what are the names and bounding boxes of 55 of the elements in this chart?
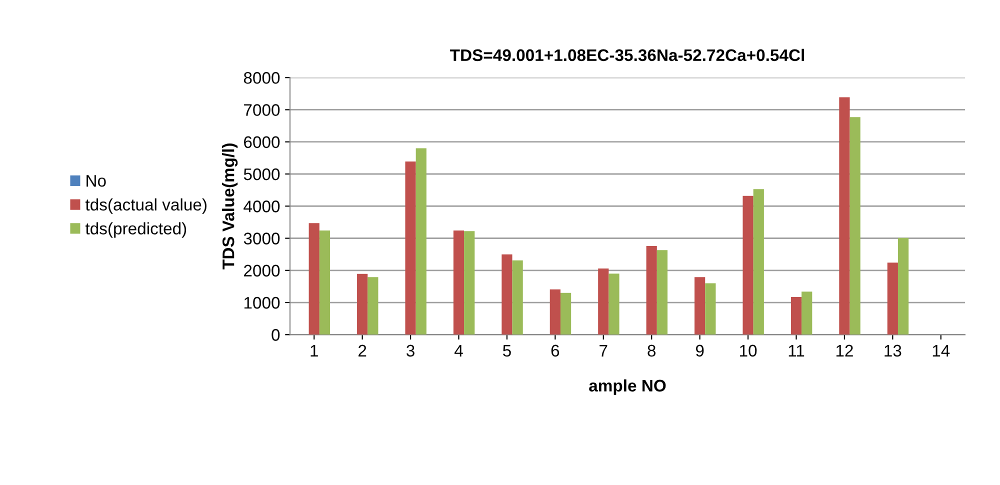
x-tick-label: 7 [600, 344, 608, 356]
bar [416, 148, 426, 335]
x-tick-label: 13 [884, 344, 902, 357]
x-tick-label: 8 [648, 344, 656, 357]
x-axis-title: ample NO [589, 379, 666, 395]
bar [319, 230, 330, 335]
bar [646, 246, 657, 335]
bar [368, 277, 378, 335]
bar [502, 254, 512, 335]
chart-title: TDS=49.001+1.08EC-35.36Na-52.72Ca+0.54Cl [450, 48, 804, 62]
bar [464, 231, 475, 335]
y-tick-label: 7000 [244, 104, 280, 116]
y-tick-label: 1000 [244, 296, 280, 309]
bar [598, 268, 609, 335]
y-tick-label: 5000 [244, 168, 280, 180]
bar [694, 277, 706, 335]
x-tick-label: 3 [406, 344, 414, 357]
x-tick-label: 11 [788, 344, 804, 356]
bar [753, 189, 764, 335]
bar [887, 262, 898, 335]
x-tick-label: 10 [740, 344, 757, 357]
x-tick-label: 9 [696, 344, 704, 357]
bar [560, 292, 572, 335]
bar [453, 230, 464, 335]
bar [656, 250, 668, 335]
y-tick-label: 8000 [244, 72, 280, 84]
bar [405, 161, 416, 335]
bar [705, 283, 716, 335]
bar [898, 238, 909, 335]
x-tick-label: 4 [454, 344, 463, 356]
x-tick-label: 1 [310, 344, 318, 356]
x-tick-label: 14 [932, 344, 950, 356]
bar [608, 274, 620, 335]
bar [802, 292, 812, 335]
legend-label: tds(actual value) [85, 198, 206, 214]
bar [839, 97, 850, 335]
bar [357, 274, 368, 335]
y-tick-label: 0 [272, 329, 280, 341]
bar [742, 196, 754, 335]
x-tick-label: 6 [551, 344, 560, 357]
y-tick-label: 3000 [244, 232, 280, 244]
bar [550, 289, 560, 335]
x-tick-label: 12 [836, 344, 853, 356]
bar [512, 260, 523, 335]
y-tick-label: 2000 [244, 264, 280, 277]
x-tick-label: 2 [358, 344, 366, 356]
y-tick-label: 4000 [244, 200, 280, 212]
y-tick-label: 6000 [244, 136, 280, 148]
x-tick-label: 5 [502, 344, 511, 357]
bar [850, 117, 860, 335]
legend-label: No [86, 175, 106, 187]
legend-label: tds(predicted) [85, 222, 186, 238]
bar [790, 297, 802, 335]
bar [308, 223, 320, 335]
y-axis-title: TDS Value(mg/l) [222, 144, 238, 270]
